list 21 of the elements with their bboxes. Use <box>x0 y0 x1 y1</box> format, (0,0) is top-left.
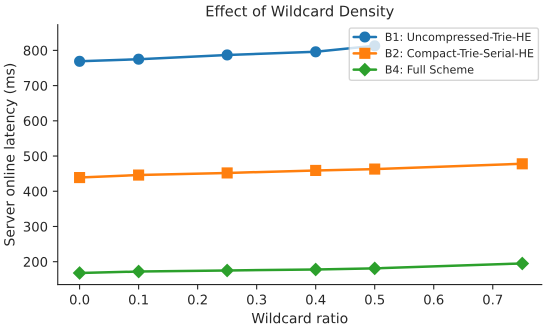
x-tick-label: 0.4 <box>306 294 326 305</box>
chart-title: Effect of Wildcard Density <box>206 5 394 20</box>
legend-label: B1: Uncompressed-Trie-HE <box>386 32 531 44</box>
x-tick-label: 0.2 <box>188 294 207 305</box>
x-tick-label: 0.5 <box>365 294 384 305</box>
x-tick-label: 0.1 <box>128 294 148 305</box>
y-tick-label: 300 <box>24 222 48 232</box>
x-tick-label: 0.3 <box>247 294 266 305</box>
legend-label: B4: Full Scheme <box>386 65 474 74</box>
y-tick-label: 700 <box>24 80 48 91</box>
x-tick-label: 0.7 <box>483 294 502 305</box>
x-tick-label: 0.6 <box>424 294 444 305</box>
y-tick-label: 400 <box>23 186 48 196</box>
y-axis-title: Server online latency (ms) <box>4 64 18 246</box>
y-tick-label: 200 <box>24 256 48 267</box>
legend-label: B2: Compact-Trie-Serial-HE <box>386 48 534 60</box>
y-tick-label: 800 <box>24 46 48 56</box>
x-axis-title: Wildcard ratio <box>252 312 348 324</box>
y-tick-label: 600 <box>24 116 48 126</box>
y-tick-label: 500 <box>24 151 48 162</box>
x-tick-label: 0.0 <box>70 294 90 305</box>
